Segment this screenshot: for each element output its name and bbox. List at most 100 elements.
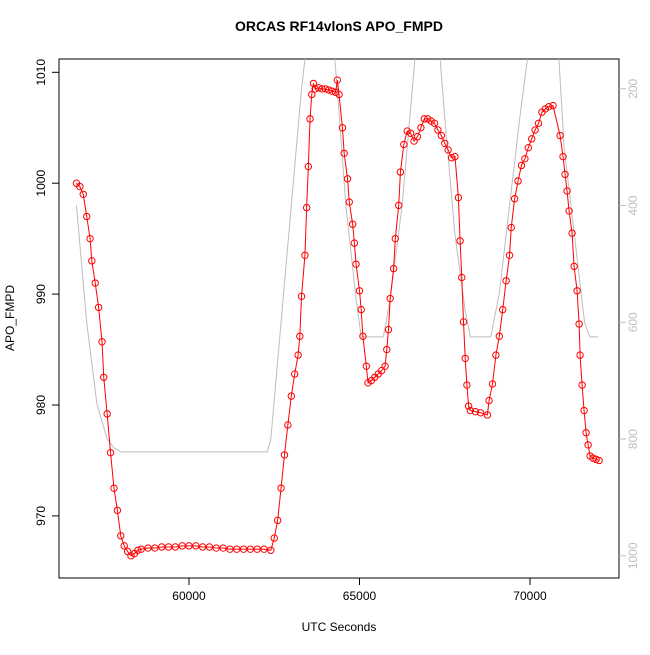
data-point xyxy=(406,129,415,138)
data-point xyxy=(296,332,304,340)
data-point xyxy=(383,345,391,354)
data-point xyxy=(413,132,422,141)
x-tick-label: 70000 xyxy=(513,589,547,603)
data-point xyxy=(100,373,108,381)
data-point xyxy=(595,456,603,465)
data-point xyxy=(151,544,159,552)
data-point xyxy=(476,409,485,417)
data-point xyxy=(545,102,553,111)
y-axis-label: APO_FMPD xyxy=(3,285,17,351)
data-point xyxy=(302,203,311,212)
data-point xyxy=(273,516,282,525)
data-point xyxy=(549,101,557,110)
data-point xyxy=(171,543,180,551)
data-point xyxy=(384,325,393,334)
data-point xyxy=(117,532,125,540)
data-point xyxy=(301,251,309,259)
y2-tick-label: 400 xyxy=(626,195,640,215)
data-point xyxy=(340,149,348,157)
data-point xyxy=(437,131,446,140)
data-point xyxy=(314,84,323,92)
data-point xyxy=(459,318,468,326)
data-point xyxy=(359,332,367,340)
main-series-group xyxy=(72,76,603,560)
y2-tick-label: 200 xyxy=(626,78,640,98)
data-point xyxy=(294,351,302,359)
data-point xyxy=(505,251,514,259)
data-point xyxy=(430,119,439,128)
data-point xyxy=(510,195,519,203)
y2-line xyxy=(75,59,599,453)
data-point xyxy=(134,546,142,554)
data-point xyxy=(556,131,564,140)
data-point xyxy=(291,370,299,378)
data-point xyxy=(524,144,532,152)
data-point xyxy=(76,182,84,191)
chart-title: ORCAS RF14vlonS APO_FMPD xyxy=(235,18,443,34)
data-point xyxy=(395,201,403,210)
data-point xyxy=(396,168,405,176)
data-point xyxy=(297,292,306,301)
data-point xyxy=(352,260,360,268)
data-point xyxy=(584,441,592,449)
data-point xyxy=(362,362,371,370)
data-point xyxy=(488,380,497,388)
data-point xyxy=(389,264,398,273)
data-point xyxy=(287,392,295,400)
data-point xyxy=(110,484,118,492)
data-point xyxy=(318,85,326,93)
data-point xyxy=(205,543,214,551)
data-point xyxy=(573,287,581,295)
data-point xyxy=(277,484,285,492)
data-point xyxy=(306,115,314,123)
data-point xyxy=(308,90,316,99)
data-point xyxy=(348,220,357,228)
data-point xyxy=(335,90,343,99)
y2-tick-label: 800 xyxy=(626,429,640,449)
data-point xyxy=(338,124,347,132)
data-point xyxy=(98,338,106,346)
data-point xyxy=(531,126,539,134)
data-point xyxy=(270,534,278,542)
data-point xyxy=(514,177,522,185)
data-point xyxy=(582,429,590,437)
data-point xyxy=(454,193,463,202)
data-point xyxy=(434,126,442,134)
y-tick-label: 980 xyxy=(34,395,48,415)
data-point xyxy=(267,546,275,554)
data-point xyxy=(328,87,336,95)
data-point xyxy=(192,542,200,550)
data-point xyxy=(137,545,145,553)
data-point xyxy=(120,542,128,550)
y-tick-label: 1000 xyxy=(34,170,48,197)
data-point xyxy=(528,135,536,143)
data-point xyxy=(507,223,515,232)
y-tick-label: 990 xyxy=(34,284,48,304)
data-point xyxy=(82,212,91,221)
data-point xyxy=(284,421,292,429)
data-point xyxy=(499,305,507,314)
data-point xyxy=(357,305,365,314)
data-point xyxy=(502,277,510,285)
data-point xyxy=(444,146,452,154)
data-point xyxy=(463,381,471,389)
data-point xyxy=(561,170,569,179)
data-point xyxy=(321,85,330,93)
data-point xyxy=(451,152,459,161)
data-point xyxy=(441,139,449,147)
data-point xyxy=(576,351,584,359)
data-point xyxy=(381,362,389,370)
data-point xyxy=(464,402,473,410)
data-point xyxy=(559,152,567,161)
data-point xyxy=(461,354,469,363)
y-tick-label: 1010 xyxy=(34,59,48,86)
data-point xyxy=(88,257,96,265)
data-point xyxy=(325,86,333,94)
x-axis-label: UTC Seconds xyxy=(302,620,377,634)
data-point xyxy=(575,320,583,328)
data-point xyxy=(386,294,394,303)
data-point xyxy=(495,332,504,340)
y2-tick-label: 600 xyxy=(626,312,640,332)
data-point xyxy=(417,124,425,132)
